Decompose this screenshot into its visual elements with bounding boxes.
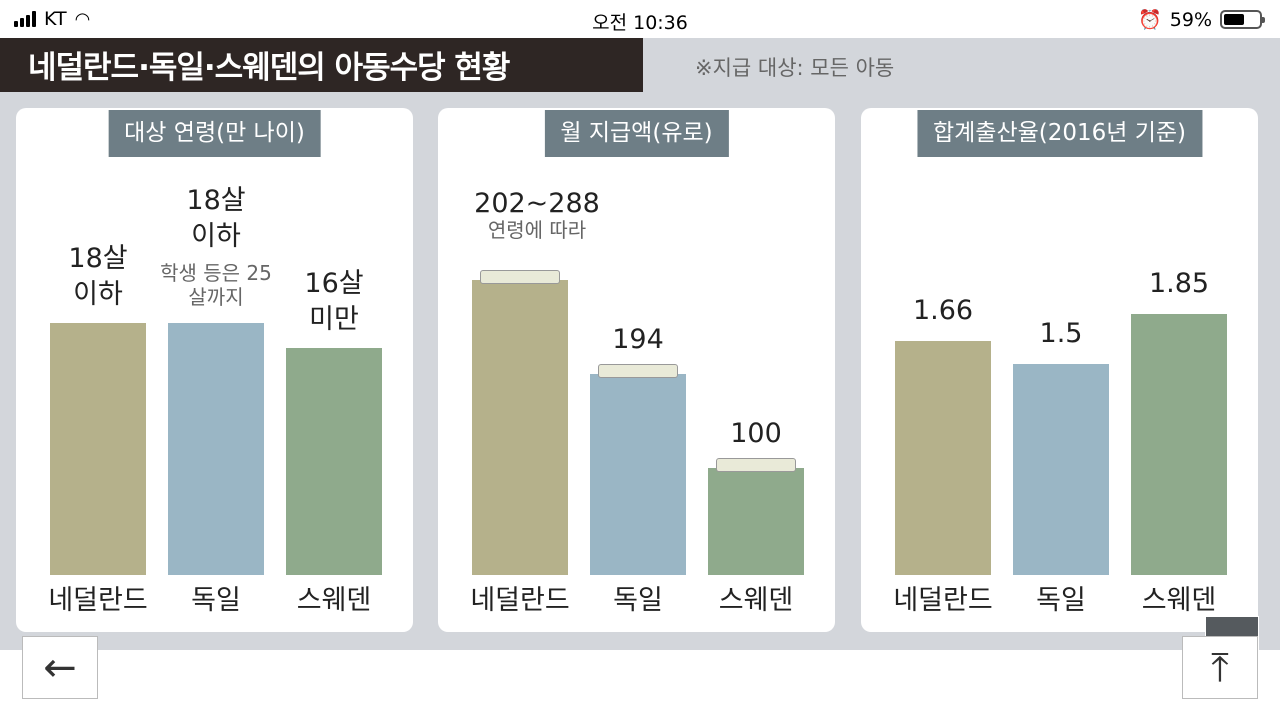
infographic-note: ※지급 대상: 모든 아동 — [695, 56, 895, 80]
bar-스웨덴 — [1131, 314, 1227, 575]
money-stack-icon — [598, 364, 678, 378]
bar-value-label: 1.5 — [1039, 317, 1083, 349]
bar-label: 이하 — [191, 221, 241, 252]
chart-panel-2: 월 지급액(유로) 연령에 따라 202~288 네덜란드 194 독일 100 스웨덴 — [438, 108, 835, 632]
bar-value-label: 1.66 — [912, 294, 974, 326]
bar-label: 18살 — [186, 185, 246, 216]
scroll-top-button[interactable]: ⤒ — [1182, 636, 1258, 699]
category-label: 네덜란드 — [893, 585, 993, 616]
category-label: 스웨덴 — [1141, 585, 1217, 616]
panel-header: 합계출산율(2016년 기준) — [916, 110, 1203, 157]
arrow-up-icon: ⤒ — [1211, 644, 1229, 691]
bar-스웨덴 — [708, 468, 804, 575]
bottom-bar: ← ⤒ — [0, 636, 1280, 719]
category-label: 스웨덴 — [718, 585, 794, 616]
battery-icon — [1220, 10, 1265, 29]
bar-스웨덴 — [286, 348, 382, 575]
bar-sublabel: 학생 등은 25살까지 — [160, 261, 272, 309]
bar-sublabel: 연령에 따라 — [487, 218, 587, 242]
bar-label: 18살 — [68, 243, 128, 274]
bar-독일 — [1013, 363, 1109, 575]
wifi-icon: ◠ — [74, 8, 91, 30]
bar-value-label: 202~288 — [474, 188, 600, 219]
category-label: 독일 — [1036, 585, 1086, 616]
money-stack-icon — [480, 270, 560, 284]
bar-label: 16살 — [304, 268, 364, 299]
category-label: 독일 — [191, 585, 241, 616]
status-bar: KT ◠ 오전 10:36 ⏰ 59% — [0, 0, 1280, 38]
arrow-left-icon: ← — [43, 644, 77, 691]
infographic-image: 네덜란드·독일·스웨덴의 아동수당 현황 ※지급 대상: 모든 아동 대상 연령… — [0, 38, 1280, 650]
back-button[interactable]: ← — [22, 636, 98, 699]
clock: 오전 10:36 — [592, 12, 688, 34]
bar-독일 — [590, 374, 686, 575]
bar-네덜란드 — [472, 280, 568, 575]
category-label: 독일 — [613, 585, 663, 616]
bar-독일 — [168, 323, 264, 575]
signal-icon — [14, 11, 36, 27]
category-label: 네덜란드 — [48, 585, 148, 616]
bar-네덜란드 — [50, 323, 146, 575]
bar-value-label: 100 — [730, 418, 782, 449]
infographic-title: 네덜란드·독일·스웨덴의 아동수당 현황 — [0, 38, 643, 92]
chart-panel-1: 대상 연령(만 나이) 18살 이하 네덜란드 학생 등은 25살까지 18살 이하 독일 16… — [16, 108, 413, 632]
battery-percent: 59% — [1169, 8, 1212, 31]
money-stack-icon — [716, 458, 796, 472]
bar-label: 미만 — [309, 304, 359, 335]
carrier: KT — [44, 8, 67, 30]
panel-header: 월 지급액(유로) — [544, 110, 729, 157]
bar-value-label: 194 — [612, 324, 664, 355]
category-label: 스웨덴 — [296, 585, 372, 616]
bar-value-label: 1.85 — [1148, 268, 1210, 300]
category-label: 네덜란드 — [470, 585, 570, 616]
alarm-icon: ⏰ — [1138, 9, 1162, 31]
chart-panel-3: 합계출산율(2016년 기준) 1.66 네덜란드 1.5 독일 1.85 스웨덴 — [861, 108, 1258, 632]
panel-header: 대상 연령(만 나이) — [108, 110, 321, 157]
bar-네덜란드 — [895, 340, 991, 575]
bar-label: 이하 — [73, 279, 123, 310]
